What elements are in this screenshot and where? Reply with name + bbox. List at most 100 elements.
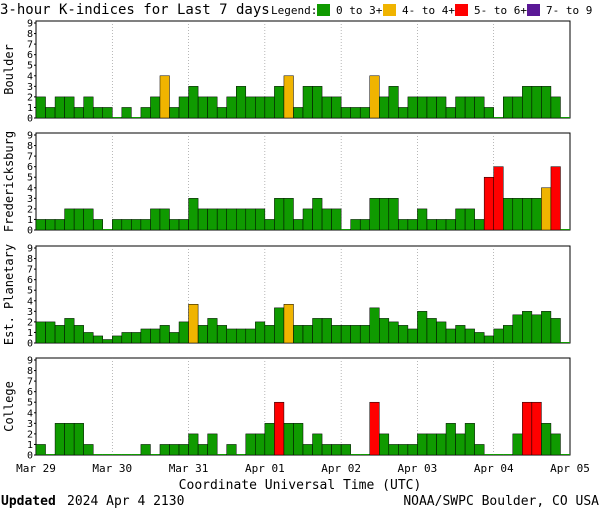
kp-bar <box>121 454 132 455</box>
kp-bar <box>522 311 533 344</box>
x-tick-label: Apr 05 <box>550 462 590 475</box>
kp-bar <box>312 86 323 119</box>
kp-bar <box>331 96 342 119</box>
kp-bar <box>92 107 104 119</box>
kp-bar <box>379 318 390 344</box>
kp-bar <box>302 325 313 344</box>
kp-bar <box>331 208 342 231</box>
footer: Updated 2024 Apr 4 2130 NOAA/SWPC Boulde… <box>1 494 599 509</box>
kp-bar <box>255 321 266 344</box>
kp-bar <box>131 454 141 455</box>
kp-bar <box>226 96 237 119</box>
y-tick-label: 5 <box>27 398 33 409</box>
kp-bar <box>236 454 246 455</box>
kp-bar <box>541 86 552 119</box>
chart-title: 3-hour K-indices for Last 7 days <box>0 2 270 18</box>
kp-bar <box>531 401 542 456</box>
kp-bar <box>54 219 65 231</box>
kp-bar <box>216 107 227 119</box>
kp-bar <box>102 454 113 455</box>
kp-bar <box>522 198 533 231</box>
kp-bar <box>159 325 170 344</box>
x-axis-label: Coordinate Universal Time (UTC) <box>179 478 422 493</box>
panels: 0123456789Boulder0123456789Fredericksbur… <box>2 19 571 462</box>
kp-bar <box>369 401 380 456</box>
kp-bar <box>255 96 266 119</box>
kp-bar <box>73 107 84 119</box>
kp-bar <box>464 208 475 231</box>
kp-bar <box>522 401 533 456</box>
kp-bar <box>541 423 552 456</box>
x-tick-label: Apr 02 <box>321 462 361 475</box>
kp-bar <box>207 208 218 231</box>
kp-bar <box>436 321 447 344</box>
x-tick-label: Apr 03 <box>398 462 438 475</box>
kp-bar <box>283 198 294 231</box>
kp-bar <box>426 219 437 231</box>
y-tick-label: 5 <box>27 173 33 184</box>
kp-bar <box>35 321 46 344</box>
kp-bar <box>360 454 370 455</box>
kp-bar <box>150 96 161 119</box>
kp-bar <box>436 219 447 231</box>
kp-bar <box>73 423 84 456</box>
kp-bar <box>445 107 456 119</box>
kp-bar <box>274 307 285 344</box>
kp-bar <box>35 444 46 456</box>
kp-bar <box>388 444 399 456</box>
kp-bar <box>274 86 285 119</box>
kp-bar <box>245 433 256 456</box>
kp-bar <box>140 328 151 344</box>
kp-bar <box>169 219 180 231</box>
kp-bar <box>512 433 523 456</box>
legend-swatch-7-to-9 <box>527 4 540 16</box>
kp-bar <box>493 454 504 455</box>
y-tick-label: 4 <box>27 183 33 194</box>
kp-bar <box>188 198 199 231</box>
y-tick-label: 9 <box>27 356 33 367</box>
kp-bar <box>484 454 494 455</box>
kp-bar <box>398 444 409 456</box>
y-tick-label: 6 <box>27 275 33 286</box>
kp-bar <box>64 208 75 231</box>
y-tick-label: 9 <box>27 19 33 30</box>
kp-bar <box>379 96 390 119</box>
kp-bar <box>531 86 542 119</box>
kp-bar <box>131 219 142 231</box>
legend-item-4-to-4: 4- to 4+ <box>402 4 455 17</box>
panel-label: Boulder <box>2 44 16 95</box>
kp-bar <box>541 187 552 231</box>
kp-bar <box>255 208 266 231</box>
x-axis: Mar 29 Mar 30 Mar 31 Apr 01 Apr 02 Apr 03 Apr … <box>16 462 590 475</box>
kp-bar <box>531 198 542 231</box>
kp-bar <box>83 96 94 119</box>
kp-bar <box>417 208 428 231</box>
kp-bar <box>178 321 189 344</box>
kp-bar <box>45 321 56 344</box>
legend-label: Legend: <box>271 4 317 17</box>
kp-bar <box>45 107 56 119</box>
kp-bar <box>226 444 237 456</box>
kp-bar <box>512 314 523 344</box>
kp-bar <box>73 208 84 231</box>
kp-bar <box>550 433 561 456</box>
kp-bar <box>321 208 332 231</box>
y-tick-label: 0 <box>27 451 33 462</box>
kp-bar <box>474 332 485 344</box>
kp-bar <box>150 328 161 344</box>
source-credit: NOAA/SWPC Boulder, CO USA <box>403 494 599 509</box>
kp-bar <box>112 117 122 118</box>
kp-bar <box>54 325 65 344</box>
kp-bar <box>474 219 485 231</box>
kp-bar <box>169 332 180 344</box>
kp-bar <box>359 219 371 231</box>
y-tick-label: 2 <box>27 317 33 328</box>
kp-bar <box>312 318 323 344</box>
kp-bar <box>73 325 84 344</box>
x-tick-label: Apr 04 <box>474 462 514 475</box>
kp-bar <box>321 444 332 456</box>
panel-label: Fredericksburg <box>2 131 16 232</box>
y-tick-label: 8 <box>27 29 33 40</box>
y-tick-label: 3 <box>27 194 33 205</box>
